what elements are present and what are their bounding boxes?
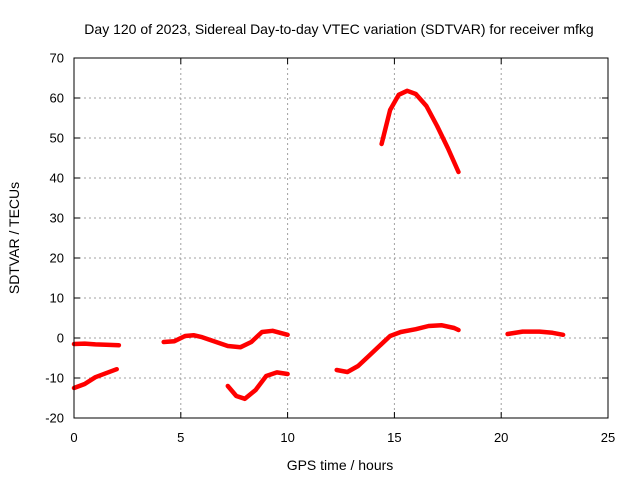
series-line-segment-2 [71,366,119,391]
x-axis-label: GPS time / hours [287,457,394,473]
y-axis-label: SDTVAR / TECUs [6,182,22,294]
series-line-segment-5 [334,322,461,375]
y-tick-label: 50 [50,131,64,146]
series-line-segment-7 [505,329,566,338]
axis-ticks: -20 -10 0 10 20 30 40 50 60 70 0 5 10 15 20 25 [45,51,615,446]
grid-lines [74,58,608,418]
y-tick-label: 60 [50,91,64,106]
data-series [71,88,566,402]
x-tick-label: 0 [70,430,77,445]
y-tick-label: -10 [45,371,64,386]
y-tick-label: -20 [45,411,64,426]
x-tick-label: 5 [177,430,184,445]
y-tick-label: 0 [57,331,64,346]
chart-title: Day 120 of 2023, Sidereal Day-to-day VTE… [84,21,593,37]
y-tick-label: 20 [50,251,64,266]
series-line-segment-6 [379,88,461,175]
series-line-segment-1 [71,341,122,348]
plot-frame [73,57,609,419]
y-tick-label: 70 [50,51,64,66]
y-tick-label: 10 [50,291,64,306]
x-tick-label: 10 [280,430,294,445]
series-line-segment-4 [225,370,290,402]
y-tick-label: 40 [50,171,64,186]
x-tick-label: 15 [387,430,401,445]
y-tick-label: 30 [50,211,64,226]
series-line-segment-3 [161,328,290,350]
x-tick-label: 20 [494,430,508,445]
x-tick-label: 25 [601,430,615,445]
